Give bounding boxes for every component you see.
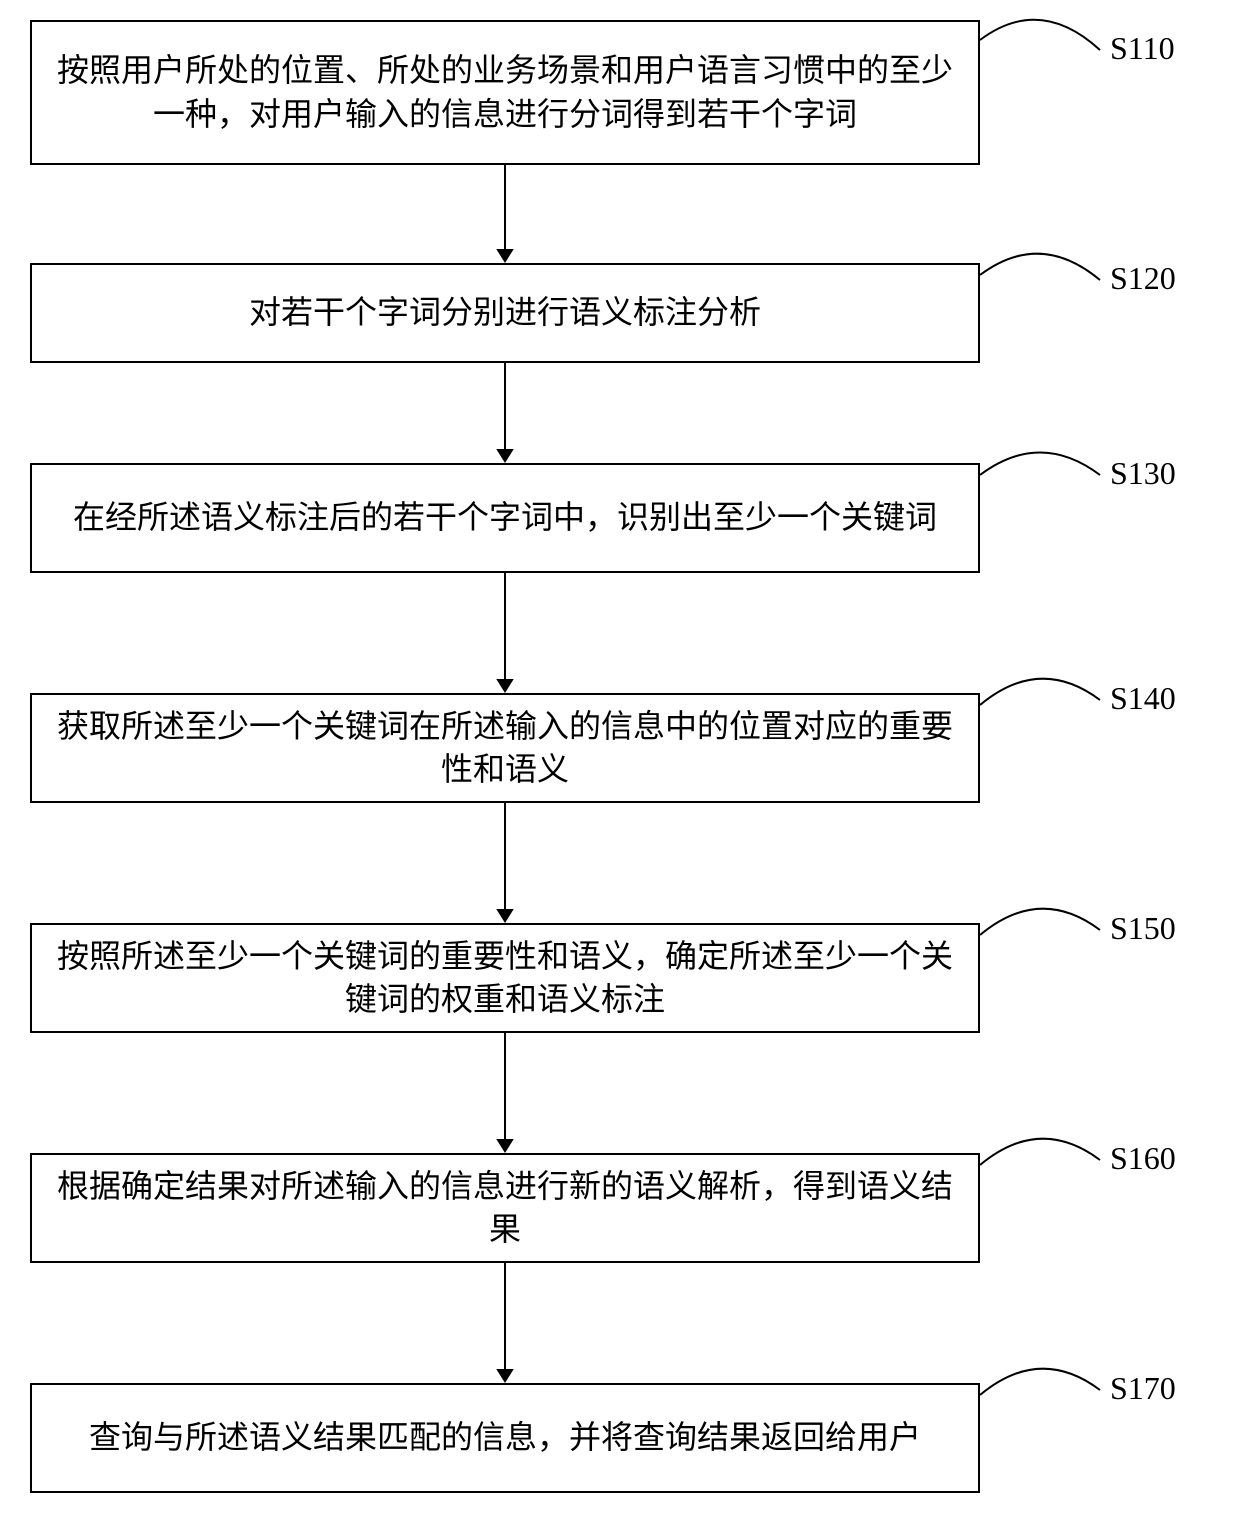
arrow-s150-s160 — [489, 1033, 521, 1155]
step-text: 查询与所述语义结果匹配的信息，并将查询结果返回给用户 — [89, 1416, 921, 1459]
arrow-s160-s170 — [489, 1263, 521, 1385]
leader-line-s110 — [970, 0, 1110, 105]
step-box-s150: 按照所述至少一个关键词的重要性和语义，确定所述至少一个关键词的权重和语义标注 — [30, 923, 980, 1033]
step-label-s150: S150 — [1110, 910, 1176, 947]
leader-line-s120 — [970, 220, 1110, 335]
leader-line-s160 — [970, 1105, 1110, 1220]
step-label-s170: S170 — [1110, 1370, 1176, 1407]
step-box-s140: 获取所述至少一个关键词在所述输入的信息中的位置对应的重要性和语义 — [30, 693, 980, 803]
step-label-s110: S110 — [1110, 30, 1175, 67]
step-box-s120: 对若干个字词分别进行语义标注分析 — [30, 263, 980, 363]
leader-line-s140 — [970, 645, 1110, 760]
step-text: 根据确定结果对所述输入的信息进行新的语义解析，得到语义结果 — [52, 1165, 958, 1251]
leader-line-s170 — [970, 1335, 1110, 1450]
flowchart-container: 按照用户所处的位置、所处的业务场景和用户语言习惯中的至少一种，对用户输入的信息进… — [0, 0, 1240, 1523]
step-box-s170: 查询与所述语义结果匹配的信息，并将查询结果返回给用户 — [30, 1383, 980, 1493]
leader-line-s130 — [970, 420, 1110, 530]
step-text: 在经所述语义标注后的若干个字词中，识别出至少一个关键词 — [73, 496, 937, 539]
arrow-s130-s140 — [489, 573, 521, 695]
step-label-s130: S130 — [1110, 455, 1176, 492]
step-text: 按照用户所处的位置、所处的业务场景和用户语言习惯中的至少一种，对用户输入的信息进… — [52, 49, 958, 135]
step-box-s160: 根据确定结果对所述输入的信息进行新的语义解析，得到语义结果 — [30, 1153, 980, 1263]
step-label-s140: S140 — [1110, 680, 1176, 717]
step-label-s120: S120 — [1110, 260, 1176, 297]
step-box-s110: 按照用户所处的位置、所处的业务场景和用户语言习惯中的至少一种，对用户输入的信息进… — [30, 20, 980, 165]
leader-line-s150 — [970, 875, 1110, 990]
step-text: 按照所述至少一个关键词的重要性和语义，确定所述至少一个关键词的权重和语义标注 — [52, 935, 958, 1021]
arrow-s140-s150 — [489, 803, 521, 925]
arrow-s120-s130 — [489, 363, 521, 465]
step-text: 获取所述至少一个关键词在所述输入的信息中的位置对应的重要性和语义 — [52, 705, 958, 791]
arrow-s110-s120 — [489, 165, 521, 265]
step-label-s160: S160 — [1110, 1140, 1176, 1177]
step-box-s130: 在经所述语义标注后的若干个字词中，识别出至少一个关键词 — [30, 463, 980, 573]
step-text: 对若干个字词分别进行语义标注分析 — [249, 291, 761, 334]
